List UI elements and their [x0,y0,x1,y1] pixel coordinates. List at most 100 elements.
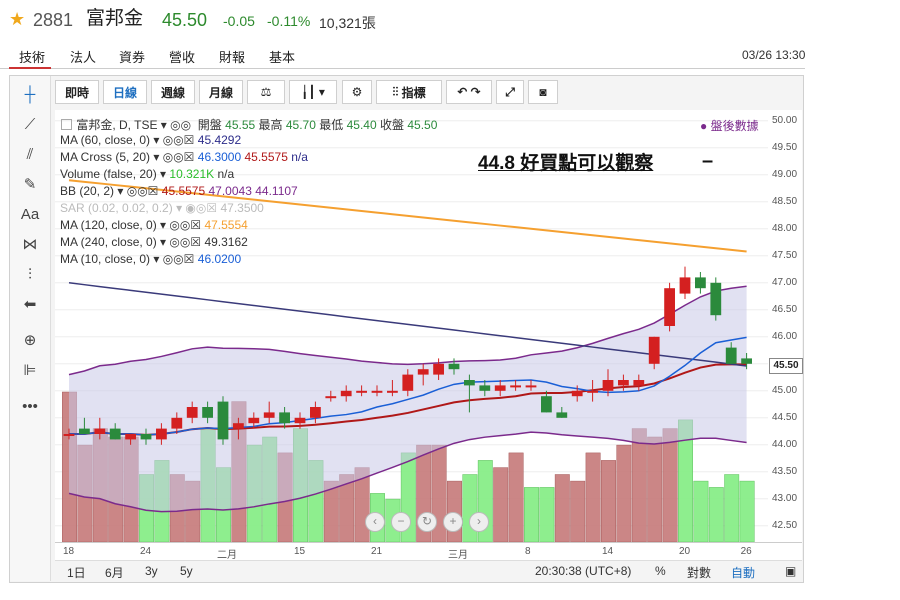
candle-body [79,428,90,434]
volume-bar [739,480,755,542]
pitchfork-icon[interactable]: ⫽ [26,145,34,163]
candle-body [571,390,583,397]
zoom-icon[interactable]: ⊕ [23,332,37,349]
range-3y[interactable]: 3y [145,564,158,578]
price-plot[interactable] [55,110,768,542]
scroll-left-icon[interactable]: ‹ [365,512,385,532]
candle-body [541,396,552,413]
last-price: 45.50 [162,10,208,30]
scale-settings-icon[interactable]: ▣ [785,564,797,578]
candle-body [263,412,275,418]
x-tick-label: 21 [371,546,383,557]
scroll-right-icon[interactable]: › [469,512,489,532]
y-tick-label: 42.50 [772,519,798,531]
daily-button[interactable]: 日線 [103,80,147,104]
candle-body [602,380,614,391]
camera-icon[interactable]: ◙ [528,80,558,104]
chart-annotation[interactable]: 44.8 好買點可以觀察 [478,153,654,174]
candle-body [633,380,645,386]
range-5y[interactable]: 5y [180,564,193,578]
y-tick-label: 48.00 [772,222,798,234]
candle-body [109,428,121,440]
x-tick-label: 二月 [217,550,237,561]
reset-icon[interactable]: ↻ [417,512,437,532]
more-icon[interactable]: ••• [22,397,38,415]
trendline-icon[interactable]: ⟋ [24,115,36,133]
text-tool-icon[interactable]: Aa [20,205,40,223]
candle-body [156,428,167,440]
x-tick-label: 三月 [448,550,468,561]
y-tick-label: 43.00 [772,492,798,504]
clock-time: 20:30:38 (UTC+8) [535,564,632,578]
log-toggle[interactable]: 對數 [687,566,712,580]
candle-body [356,390,367,393]
pattern-icon[interactable]: ⋈ [22,236,38,253]
tab-technical[interactable]: 技術 [19,50,46,65]
y-tick-label: 45.00 [772,384,798,396]
candle-body [202,407,213,418]
volume-bar [570,480,586,542]
volume-bar [662,428,678,542]
candle-body [510,385,521,388]
chart-type-icon[interactable]: ╽┃ ▾ [289,80,337,104]
volume-bar [493,467,509,542]
zoom-in-icon[interactable]: + [443,512,463,532]
range-6m[interactable]: 6月 [105,566,124,580]
candle-body [94,428,106,434]
brush-icon[interactable]: ✎ [23,176,37,193]
weekly-button[interactable]: 週線 [151,80,195,104]
x-tick-label: 18 [63,546,75,557]
percent-toggle[interactable]: % [655,564,666,578]
candle-body [618,380,629,386]
arrow-left-icon[interactable]: ⬅ [23,296,37,313]
indicators-button[interactable]: ⫶⫶ 指標 [376,80,442,104]
tab-revenue[interactable]: 營收 [169,50,196,65]
price-change-pct: -0.11% [267,13,311,29]
crosshair-icon[interactable]: ┼ [24,85,36,103]
after-hours-link[interactable]: ● 盤後數據 [700,119,759,133]
tab-margin[interactable]: 資券 [119,50,146,65]
y-tick-label: 49.50 [772,141,798,153]
last-price-tag: 45.50 [769,358,803,374]
candle-body [587,390,598,393]
y-tick-label: 49.00 [772,168,798,180]
after-hours-label: 盤後數據 [710,119,759,133]
auto-toggle[interactable]: 自動 [731,566,756,580]
monthly-button[interactable]: 月線 [199,80,243,104]
time-axis[interactable]: 18 24 二月 15 21 三月 8 14 20 26 [55,542,802,561]
tab-institutional[interactable]: 法人 [70,50,97,65]
y-tick-label: 48.50 [772,195,798,207]
volume-bar [508,452,524,542]
measure-icon[interactable]: ⫶ [28,265,32,283]
intraday-button[interactable]: 即時 [55,80,99,104]
ma120-line [68,179,747,253]
x-tick-label: 14 [602,546,614,557]
tab-basic[interactable]: 基本 [269,50,296,65]
chart-svg [55,120,768,542]
settings-gear-icon[interactable]: ⚙ [342,80,372,104]
ruler-icon[interactable]: ⊫ [23,362,37,379]
candle-body [679,277,691,294]
candle-body [648,336,660,364]
y-tick-label: 44.00 [772,438,798,450]
price-axis[interactable]: 50.00 49.50 49.00 48.50 48.00 47.50 47.00 46.50… [768,110,802,542]
candle-body [710,282,722,316]
volume-bar [616,444,632,542]
quote-datetime: 03/26 13:30 [742,48,806,62]
range-1d[interactable]: 1日 [67,566,86,580]
favorite-star-icon[interactable]: ★ [9,9,26,29]
tab-financials[interactable]: 財報 [219,50,246,65]
fullscreen-icon[interactable]: ⤢ [496,80,524,104]
compare-icon[interactable]: ⚖ [247,80,285,104]
undo-redo-icon[interactable]: ↶ ↷ [446,80,492,104]
volume-bar [647,436,663,542]
candle-body [494,385,506,391]
zoom-out-icon[interactable]: − [391,512,411,532]
candle-body [464,380,475,386]
y-tick-label: 44.50 [772,411,798,423]
volume-bar [585,452,601,542]
candle-body [402,374,414,391]
indicators-icon: ⫶⫶ [392,84,402,99]
trade-volume: 10,321張 [319,15,376,31]
drawing-toolbar: ┼ ⟋ ⫽ ✎ Aa ⋈ ⫶ ⬅ ⊕ ⊫ ••• [10,76,51,581]
